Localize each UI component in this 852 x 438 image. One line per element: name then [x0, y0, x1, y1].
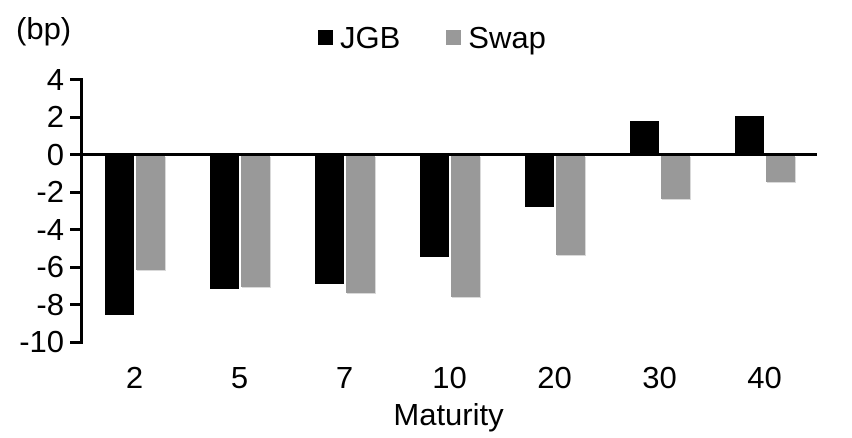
- bar-swap-30: [660, 156, 690, 200]
- legend-label-jgb: JGB: [340, 20, 401, 55]
- x-tick-label: 7: [335, 360, 354, 395]
- legend-item-jgb: JGB: [318, 22, 400, 53]
- bar-jgb-40: [734, 115, 764, 153]
- zero-axis-line: [80, 153, 817, 156]
- y-axis-unit-label: (bp): [16, 11, 72, 46]
- legend-label-swap: Swap: [468, 20, 546, 55]
- bar-jgb-2: [104, 156, 134, 316]
- y-tick-label: 2: [46, 99, 64, 134]
- bar-jgb-20: [524, 156, 554, 207]
- x-tick-label: 5: [230, 360, 249, 395]
- y-axis-tick: [70, 265, 80, 269]
- y-axis-tick: [70, 115, 80, 119]
- bar-swap-7: [345, 156, 375, 293]
- y-tick-label: 4: [46, 61, 64, 97]
- x-tick-label: 40: [747, 360, 782, 395]
- y-axis-tick: [70, 228, 80, 231]
- jgb-legend-swatch-icon: [318, 30, 333, 45]
- bar-swap-10: [450, 156, 480, 297]
- x-tick-label: 30: [642, 360, 677, 395]
- y-tick-label: -8: [36, 286, 64, 322]
- x-axis-title: Maturity: [393, 397, 504, 432]
- y-axis-tick: [70, 340, 80, 344]
- y-axis-tick: [70, 153, 80, 156]
- bar-swap-2: [135, 156, 165, 271]
- y-tick-label: 0: [46, 136, 64, 172]
- y-tick-label: -6: [36, 249, 64, 284]
- y-tick-label: -10: [19, 324, 64, 359]
- y-axis-tick: [70, 303, 80, 306]
- y-tick-label: -2: [36, 174, 64, 209]
- chart-legend: JGB Swap: [318, 22, 546, 53]
- bar-swap-40: [765, 156, 795, 183]
- y-axis-tick: [70, 190, 80, 194]
- bar-jgb-7: [314, 156, 344, 284]
- x-tick-label: 10: [432, 360, 467, 395]
- y-axis-tick: [70, 78, 80, 81]
- bar-jgb-10: [419, 156, 449, 258]
- y-tick-label: -4: [36, 211, 64, 247]
- bar-swap-5: [240, 156, 270, 288]
- y-axis-line: [80, 78, 83, 344]
- x-tick-label: 2: [125, 360, 144, 395]
- legend-item-swap: Swap: [446, 22, 546, 53]
- x-tick-label: 20: [537, 360, 572, 395]
- bar-swap-20: [555, 156, 585, 256]
- bar-jgb-30: [629, 121, 659, 153]
- bar-jgb-5: [209, 156, 239, 290]
- swap-legend-swatch-icon: [446, 30, 462, 45]
